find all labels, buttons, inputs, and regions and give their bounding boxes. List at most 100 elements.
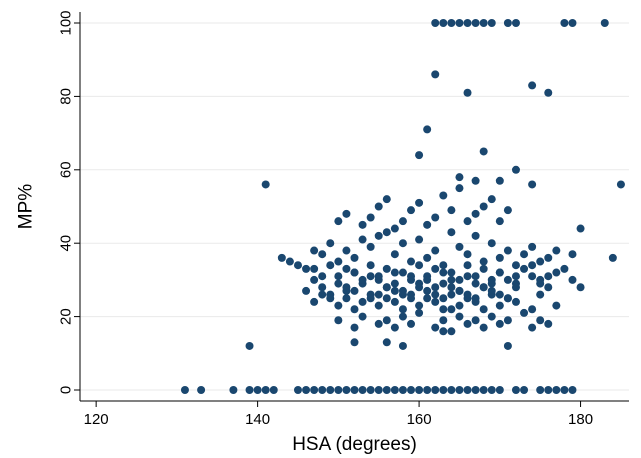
data-point: [439, 261, 448, 270]
data-point: [560, 19, 569, 28]
data-point: [358, 312, 367, 321]
data-point: [390, 297, 399, 306]
data-point: [495, 268, 504, 277]
data-point: [431, 213, 440, 222]
y-tick-label: 20: [58, 308, 75, 325]
data-point: [447, 327, 456, 336]
data-point: [407, 275, 416, 284]
data-point: [495, 217, 504, 226]
plot-background: [80, 12, 629, 401]
data-point: [407, 257, 416, 266]
data-point: [487, 195, 496, 204]
data-point: [487, 385, 496, 394]
data-point: [511, 261, 520, 270]
data-point: [471, 176, 480, 185]
data-point: [334, 279, 343, 288]
data-point: [431, 385, 440, 394]
data-point: [455, 173, 464, 182]
data-point: [616, 180, 625, 189]
data-point: [431, 264, 440, 273]
data-point: [447, 305, 456, 314]
data-point: [358, 275, 367, 284]
data-point: [374, 319, 383, 328]
data-point: [471, 272, 480, 281]
data-point: [463, 272, 472, 281]
data-point: [342, 385, 351, 394]
data-point: [358, 297, 367, 306]
data-point: [423, 294, 432, 303]
data-point: [398, 239, 407, 248]
data-point: [342, 264, 351, 273]
data-point: [479, 202, 488, 211]
data-point: [552, 385, 561, 394]
x-tick-label: 180: [568, 411, 593, 428]
data-point: [382, 385, 391, 394]
y-tick-label: 60: [58, 161, 75, 178]
data-point: [415, 198, 424, 207]
data-point: [423, 253, 432, 262]
data-point: [407, 319, 416, 328]
data-point: [310, 297, 319, 306]
data-point: [439, 19, 448, 28]
x-tick-label: 140: [245, 411, 270, 428]
data-point: [334, 385, 343, 394]
data-point: [544, 283, 553, 292]
data-point: [479, 385, 488, 394]
data-point: [382, 228, 391, 237]
data-point: [423, 286, 432, 295]
data-point: [520, 308, 529, 317]
data-point: [310, 246, 319, 255]
data-point: [471, 279, 480, 288]
data-point: [423, 385, 432, 394]
data-point: [398, 268, 407, 277]
data-point: [552, 268, 561, 277]
data-point: [471, 316, 480, 325]
data-point: [342, 246, 351, 255]
data-point: [310, 264, 319, 273]
data-point: [245, 341, 254, 350]
data-point: [334, 217, 343, 226]
data-point: [342, 294, 351, 303]
data-point: [358, 385, 367, 394]
data-point: [455, 275, 464, 284]
data-point: [503, 341, 512, 350]
data-point: [503, 19, 512, 28]
data-point: [293, 261, 302, 270]
data-point: [439, 279, 448, 288]
data-point: [471, 209, 480, 218]
data-point: [374, 272, 383, 281]
data-point: [503, 294, 512, 303]
data-point: [229, 385, 238, 394]
data-point: [447, 268, 456, 277]
data-point: [423, 272, 432, 281]
data-point: [447, 385, 456, 394]
data-point: [608, 253, 617, 262]
data-point: [398, 305, 407, 314]
data-point: [536, 257, 545, 266]
data-point: [544, 88, 553, 97]
data-point: [495, 385, 504, 394]
data-point: [495, 301, 504, 310]
data-point: [358, 220, 367, 229]
data-point: [350, 253, 359, 262]
data-point: [503, 275, 512, 284]
x-axis-title: HSA (degrees): [292, 434, 417, 455]
data-point: [374, 385, 383, 394]
data-point: [390, 323, 399, 332]
data-point: [495, 290, 504, 299]
data-point: [261, 385, 270, 394]
data-point: [439, 327, 448, 336]
data-point: [455, 312, 464, 321]
data-point: [326, 385, 335, 394]
data-point: [455, 301, 464, 310]
data-point: [358, 235, 367, 244]
data-point: [439, 385, 448, 394]
data-point: [560, 385, 569, 394]
data-point: [568, 275, 577, 284]
data-point: [528, 180, 537, 189]
data-point: [455, 184, 464, 193]
data-point: [544, 253, 553, 262]
data-point: [447, 275, 456, 284]
data-point: [479, 323, 488, 332]
data-point: [197, 385, 206, 394]
